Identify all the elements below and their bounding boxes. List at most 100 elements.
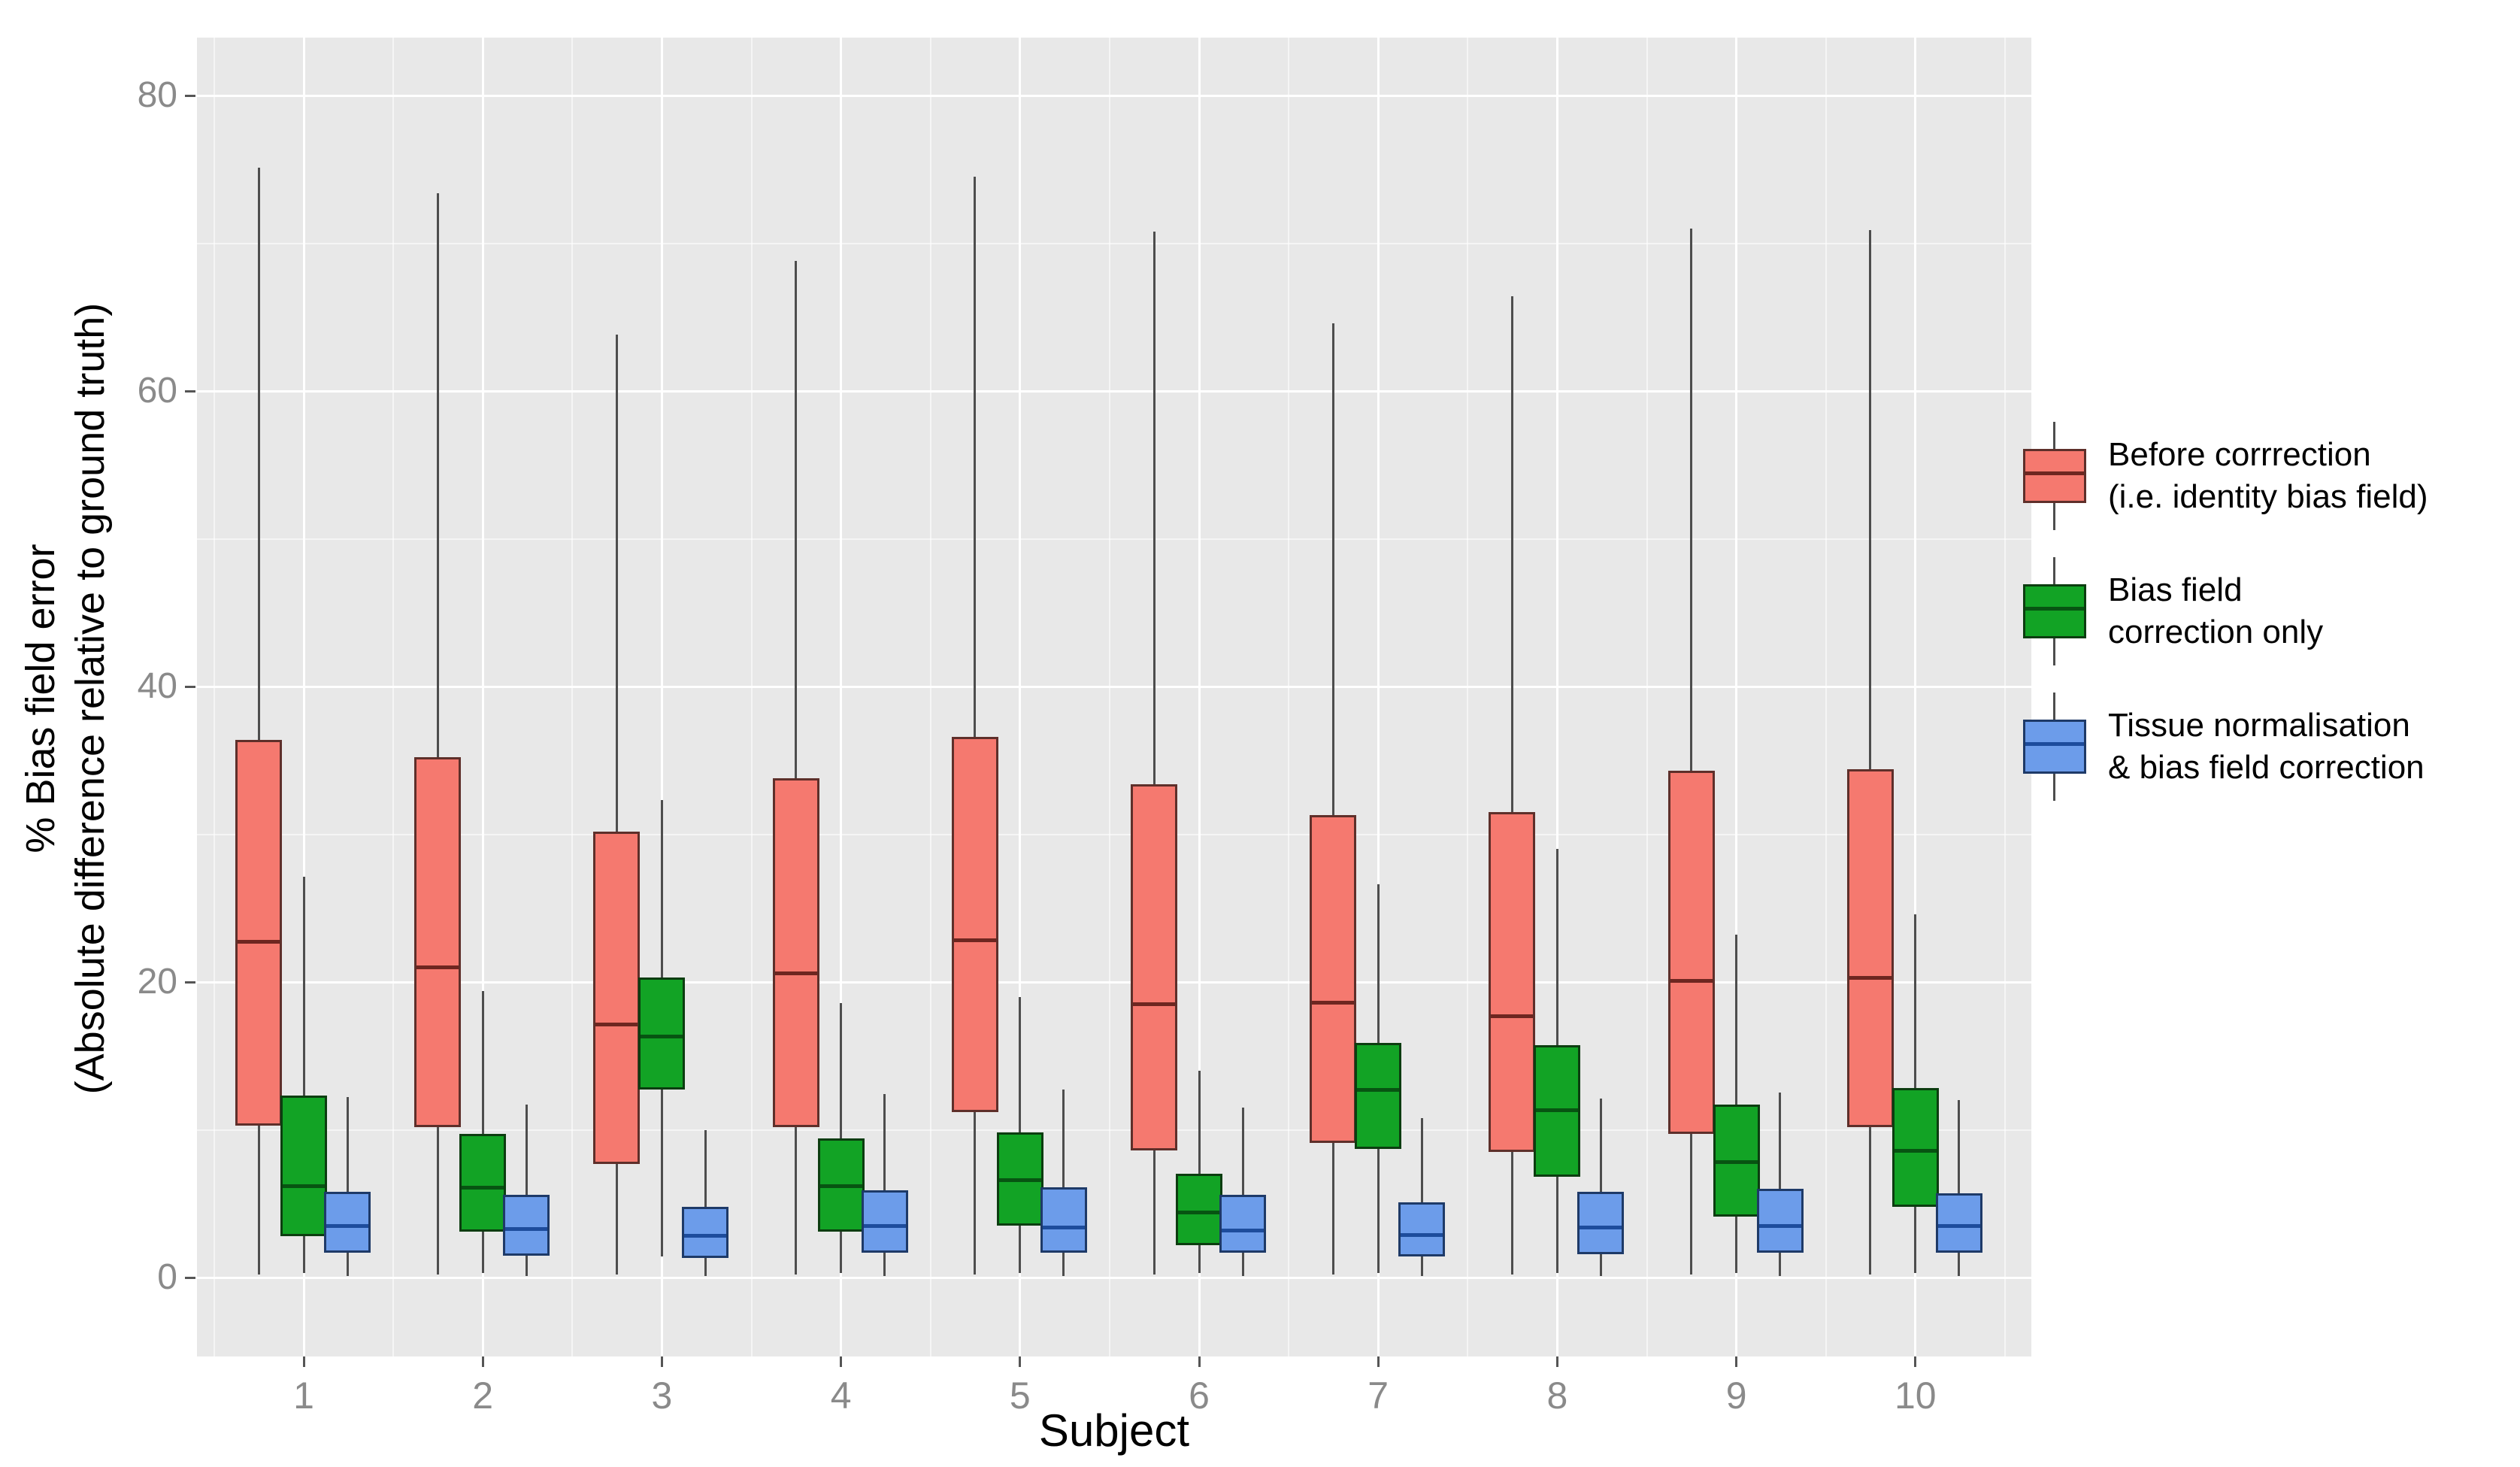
legend-label: Tissue normalisation & bias field correc… [2108,707,2425,786]
median-subject-5 [1042,1225,1085,1229]
median-subject-1 [238,940,280,944]
median-subject-3 [641,1035,683,1039]
median-subject-6 [1133,1002,1175,1006]
box-subject-4 [772,777,819,1127]
y-tick-label-80: 80 [137,75,177,115]
whisker-tissue-normalisation-subject-8 [1599,1099,1602,1277]
median-subject-5 [953,938,996,943]
box-subject-2 [459,1134,507,1232]
gridline-major-y-80 [197,94,2031,97]
gridline-major-y-0 [197,1276,2031,1279]
y-tick-label-0: 0 [157,1257,177,1297]
key-median-line [2025,742,2084,746]
boxplot-key-icon-blue [2021,687,2088,807]
gridline-minor-x [2004,38,2006,1356]
x-tick-8 [1555,1356,1558,1367]
box-subject-5 [951,736,998,1112]
median-subject-2 [416,965,459,969]
gridline-minor-y-50 [197,538,2031,540]
x-tick-9 [1735,1356,1738,1367]
x-tick-1 [302,1356,305,1367]
key-box [2023,449,2086,503]
box-subject-1 [280,1096,327,1236]
median-subject-3 [684,1234,727,1238]
whisker-tissue-normalisation-subject-4 [883,1094,886,1277]
gridline-major-y-60 [197,389,2031,393]
whisker-tissue-normalisation-subject-10 [1958,1100,1961,1277]
legend-entry-before-correction: Before corrrection (i.e. identity bias f… [2021,416,2428,536]
median-subject-2 [505,1226,548,1231]
median-subject-5 [998,1178,1041,1182]
gridline-major-y-20 [197,981,2031,984]
y-tick-label-20: 20 [137,962,177,1002]
whisker-before-corrrection-subject-4 [795,261,798,1275]
gridline-minor-x [1467,38,1469,1356]
median-subject-10 [1937,1223,1980,1228]
median-subject-8 [1580,1225,1622,1229]
x-tick-label-7: 7 [1368,1375,1389,1417]
whisker-bias-field-subject-1 [302,877,305,1274]
box-subject-5 [1040,1187,1087,1253]
gridline-major-x-8 [1555,38,1558,1356]
gridline-minor-x [750,38,753,1356]
median-subject-4 [863,1223,906,1228]
box-subject-3 [682,1206,729,1259]
x-tick-label-9: 9 [1725,1375,1747,1417]
whisker-bias-field-subject-2 [481,990,484,1274]
whisker-before-corrrection-subject-5 [974,177,977,1275]
whisker-before-corrrection-subject-7 [1331,323,1334,1275]
median-subject-7 [1401,1232,1443,1237]
median-subject-2 [462,1185,504,1190]
whisker-tissue-normalisation-subject-2 [525,1105,528,1277]
x-tick-10 [1914,1356,1917,1367]
whisker-before-corrrection-subject-9 [1690,228,1693,1275]
gridline-major-x-2 [481,38,484,1356]
whisker-tissue-normalisation-subject-9 [1779,1093,1782,1277]
box-subject-7 [1398,1202,1446,1257]
box-subject-6 [1176,1174,1222,1245]
x-tick-6 [1198,1356,1201,1367]
gridline-major-x-10 [1914,38,1917,1356]
box-subject-6 [1219,1194,1266,1253]
key-box [2023,584,2086,638]
median-subject-1 [283,1184,325,1188]
gridline-minor-x [1825,38,1827,1356]
box-subject-8 [1577,1192,1625,1254]
x-tick-label-8: 8 [1546,1375,1568,1417]
box-subject-3 [638,977,686,1090]
legend-label: Bias field correction only [2108,571,2324,650]
x-tick-2 [481,1356,484,1367]
box-subject-2 [414,757,462,1127]
box-subject-9 [1667,771,1715,1135]
median-subject-4 [819,1184,862,1188]
gridline-minor-y-10 [197,1129,2031,1131]
key-box [2023,720,2086,774]
median-subject-8 [1491,1014,1534,1018]
whisker-tissue-normalisation-subject-1 [346,1097,349,1277]
whisker-bias-field-subject-9 [1735,935,1738,1274]
gridline-major-x-3 [660,38,663,1356]
median-subject-7 [1357,1087,1400,1092]
gridline-minor-y-70 [197,242,2031,244]
key-median-line [2025,471,2084,475]
plot-panel [197,38,2031,1356]
gridline-minor-x [213,38,215,1356]
box-subject-3 [593,831,641,1164]
whisker-bias-field-subject-6 [1198,1070,1201,1274]
gridline-major-x-7 [1377,38,1380,1356]
gridline-major-x-1 [302,38,305,1356]
x-tick-label-10: 10 [1894,1375,1937,1417]
whisker-tissue-normalisation-subject-5 [1062,1090,1065,1277]
y-tick-60 [185,389,195,393]
box-subject-1 [324,1192,371,1253]
box-subject-2 [503,1194,550,1256]
median-subject-6 [1222,1228,1264,1232]
median-subject-4 [774,971,817,975]
median-subject-9 [1758,1223,1801,1228]
median-subject-9 [1670,978,1713,983]
median-subject-10 [1849,975,1892,980]
gridline-minor-y-30 [197,833,2031,835]
x-tick-label-4: 4 [830,1375,852,1417]
legend-label: Before corrrection (i.e. identity bias f… [2108,436,2428,515]
